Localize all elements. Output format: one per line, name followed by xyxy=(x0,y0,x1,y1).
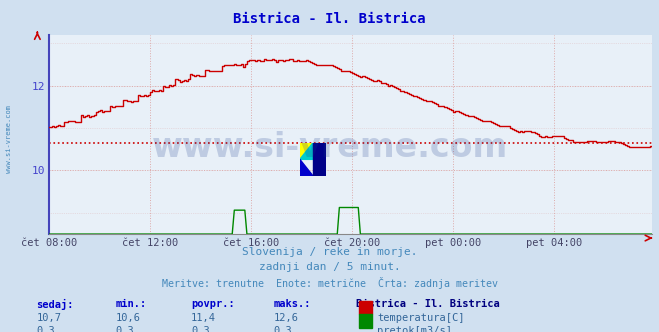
Text: 0,3: 0,3 xyxy=(36,326,55,332)
Text: 0,3: 0,3 xyxy=(273,326,292,332)
Text: temperatura[C]: temperatura[C] xyxy=(377,313,465,323)
Text: 11,4: 11,4 xyxy=(191,313,216,323)
Text: 0,3: 0,3 xyxy=(191,326,210,332)
Polygon shape xyxy=(300,159,313,176)
Text: Meritve: trenutne  Enote: metrične  Črta: zadnja meritev: Meritve: trenutne Enote: metrične Črta: … xyxy=(161,277,498,289)
Text: povpr.:: povpr.: xyxy=(191,299,235,309)
Text: maks.:: maks.: xyxy=(273,299,311,309)
Text: Slovenija / reke in morje.: Slovenija / reke in morje. xyxy=(242,247,417,257)
Polygon shape xyxy=(300,143,313,159)
Text: 0,3: 0,3 xyxy=(115,326,134,332)
Text: pretok[m3/s]: pretok[m3/s] xyxy=(377,326,452,332)
Text: sedaj:: sedaj: xyxy=(36,299,74,310)
Text: Bistrica - Il. Bistrica: Bistrica - Il. Bistrica xyxy=(233,12,426,26)
Text: 10,7: 10,7 xyxy=(36,313,61,323)
Polygon shape xyxy=(313,143,326,176)
Polygon shape xyxy=(300,143,313,159)
Text: 12,6: 12,6 xyxy=(273,313,299,323)
Text: www.si-vreme.com: www.si-vreme.com xyxy=(5,106,12,173)
Text: zadnji dan / 5 minut.: zadnji dan / 5 minut. xyxy=(258,262,401,272)
Text: Bistrica - Il. Bistrica: Bistrica - Il. Bistrica xyxy=(356,299,500,309)
Text: www.si-vreme.com: www.si-vreme.com xyxy=(152,131,507,164)
Text: 10,6: 10,6 xyxy=(115,313,140,323)
Text: min.:: min.: xyxy=(115,299,146,309)
